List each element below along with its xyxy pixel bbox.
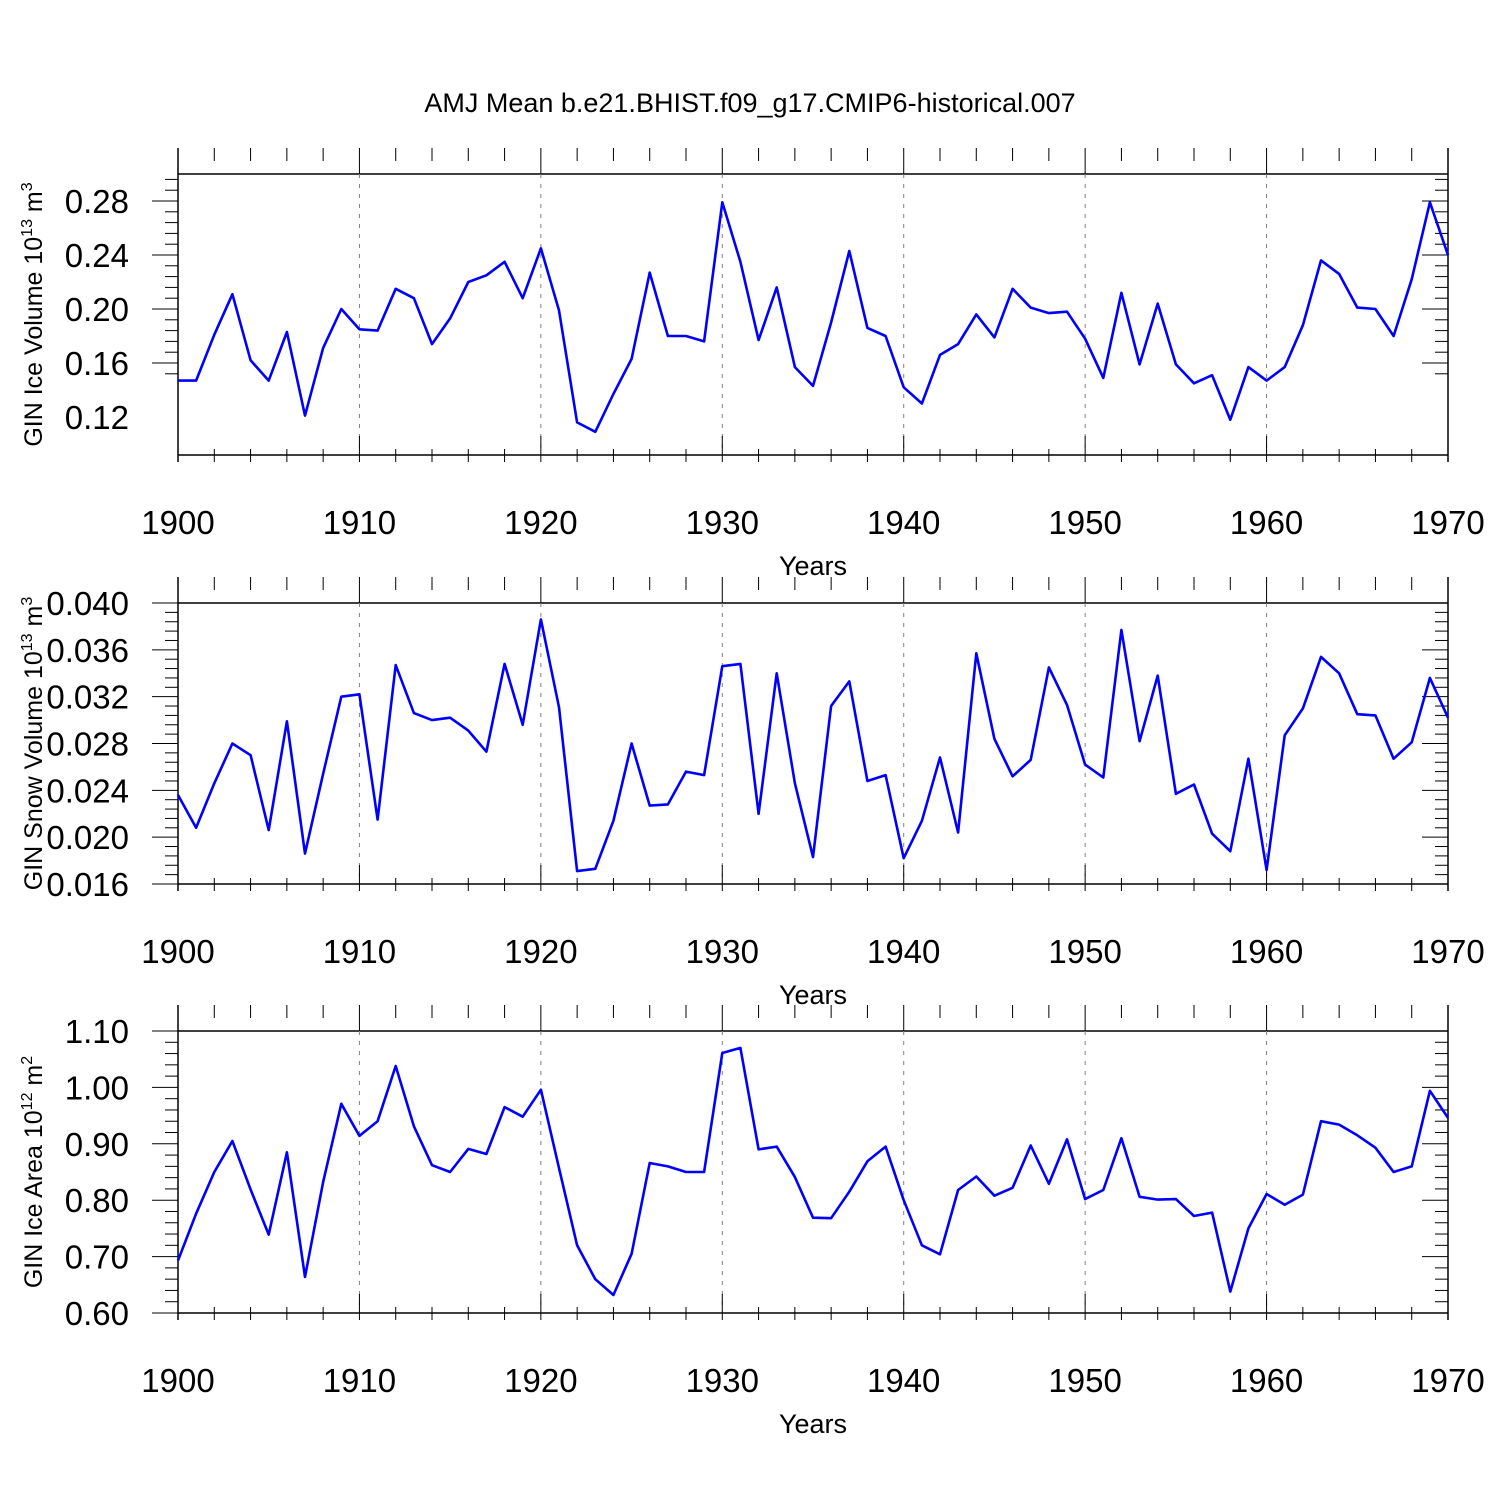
x-tick-label: 1940: [867, 1362, 940, 1399]
y-tick-label: 0.24: [65, 237, 129, 274]
y-tick-label: 0.70: [65, 1239, 129, 1276]
y-tick-label: 0.028: [46, 726, 129, 763]
y-tick-label: 0.90: [65, 1126, 129, 1163]
x-tick-label: 1930: [686, 933, 759, 970]
y-axis-label: GIN Snow Volume 1013 m3: [19, 597, 48, 891]
x-tick-label: 1950: [1048, 504, 1121, 541]
y-tick-label: 0.040: [46, 585, 129, 622]
x-tick-label: 1940: [867, 933, 940, 970]
y-label-exponent: 13: [19, 633, 36, 651]
x-tick-label: 1920: [504, 1362, 577, 1399]
y-label-unit-exponent: 3: [19, 182, 36, 191]
y-label-unit-exponent: 3: [19, 597, 36, 606]
x-tick-label: 1950: [1048, 933, 1121, 970]
x-tick-label: 1930: [686, 504, 759, 541]
x-tick-label: 1920: [504, 933, 577, 970]
x-tick-label: 1900: [141, 504, 214, 541]
series-line: [176, 618, 1450, 873]
panel-3: 1900 1910 1920 1930 1940 1950 1960 1970 Years 0.6…: [19, 1005, 1485, 1439]
y-label-exponent: 12: [19, 1092, 36, 1110]
panel-1: 1900 1910 1920 1930 1940 1950 1960 1970 Years 0.1…: [19, 148, 1485, 581]
y-axis-label: GIN Ice Volume 1013 m3: [19, 182, 48, 446]
x-tick-label: 1940: [867, 504, 940, 541]
x-tick-label: 1910: [323, 933, 396, 970]
series-line: [176, 1046, 1450, 1297]
x-tick-label: 1970: [1411, 933, 1484, 970]
y-label-unit: m: [20, 1065, 48, 1093]
x-tick-label: 1920: [504, 504, 577, 541]
x-tick-label: 1960: [1230, 504, 1303, 541]
x-tick-label: 1970: [1411, 1362, 1484, 1399]
y-tick-label: 0.12: [65, 399, 129, 436]
y-label-main: GIN Ice Area 10: [20, 1110, 48, 1288]
y-tick-label: 0.016: [46, 866, 129, 903]
y-tick-label: 0.28: [65, 183, 129, 220]
series-line: [178, 201, 1450, 434]
x-axis-label: Years: [779, 551, 847, 581]
y-label-main: GIN Ice Volume 10: [20, 237, 48, 447]
y-tick-label: 1.00: [65, 1069, 129, 1106]
y-tick-label: 0.032: [46, 679, 129, 716]
y-tick-label: 0.60: [65, 1295, 129, 1332]
x-tick-label: 1960: [1230, 1362, 1303, 1399]
panels: 1900 1910 1920 1930 1940 1950 1960 1970 Years 0.1…: [19, 148, 1485, 1439]
figure-title: AMJ Mean b.e21.BHIST.f09_g17.CMIP6-histo…: [424, 88, 1075, 118]
x-tick-label: 1910: [323, 1362, 396, 1399]
x-axis-label: Years: [779, 1409, 847, 1439]
y-tick-label: 0.020: [46, 819, 129, 856]
x-tick-label: 1970: [1411, 504, 1484, 541]
x-tick-label: 1900: [141, 933, 214, 970]
y-label-unit-exponent: 2: [19, 1056, 36, 1065]
y-label-main: GIN Snow Volume 10: [20, 651, 48, 890]
y-tick-label: 0.036: [46, 632, 129, 669]
y-tick-label: 0.20: [65, 291, 129, 328]
x-tick-label: 1950: [1048, 1362, 1121, 1399]
panel-2: 1900 1910 1920 1930 1940 1950 1960 1970 Years 0.0…: [19, 577, 1485, 1010]
x-tick-label: 1930: [686, 1362, 759, 1399]
y-axis-label: GIN Ice Area 1012 m2: [19, 1056, 48, 1288]
y-label-unit: m: [20, 606, 48, 634]
y-label-exponent: 13: [19, 219, 36, 237]
y-label-unit: m: [20, 191, 48, 219]
x-tick-label: 1910: [323, 504, 396, 541]
y-tick-label: 1.10: [65, 1013, 129, 1050]
y-tick-label: 0.024: [46, 772, 129, 809]
x-tick-label: 1960: [1230, 933, 1303, 970]
y-tick-label: 0.80: [65, 1182, 129, 1219]
x-tick-label: 1900: [141, 1362, 214, 1399]
x-axis-label: Years: [779, 980, 847, 1010]
y-tick-label: 0.16: [65, 345, 129, 382]
